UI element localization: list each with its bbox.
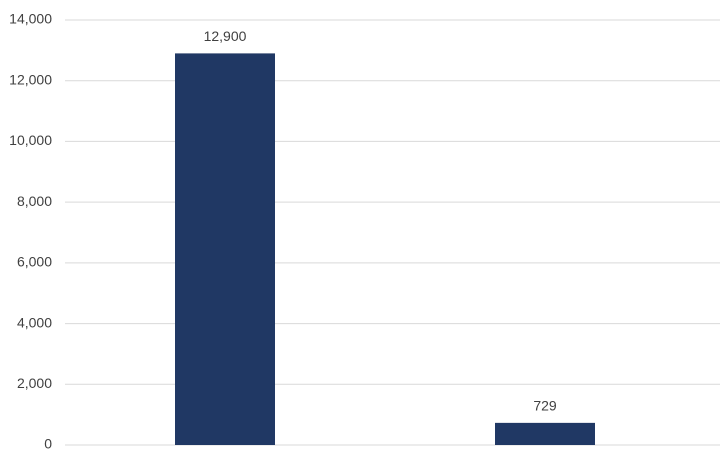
y-tick-label: 0 [44,436,52,452]
y-tick-label: 6,000 [17,254,52,270]
y-tick-label: 2,000 [17,375,52,391]
data-label: 729 [533,398,557,414]
y-tick-label: 12,000 [9,71,52,87]
y-tick-label: 14,000 [9,11,52,27]
data-label: 12,900 [204,28,247,44]
y-tick-label: 10,000 [9,132,52,148]
y-tick-label: 8,000 [17,193,52,209]
bar [495,422,595,445]
bar [175,53,275,446]
y-tick-label: 4,000 [17,314,52,330]
